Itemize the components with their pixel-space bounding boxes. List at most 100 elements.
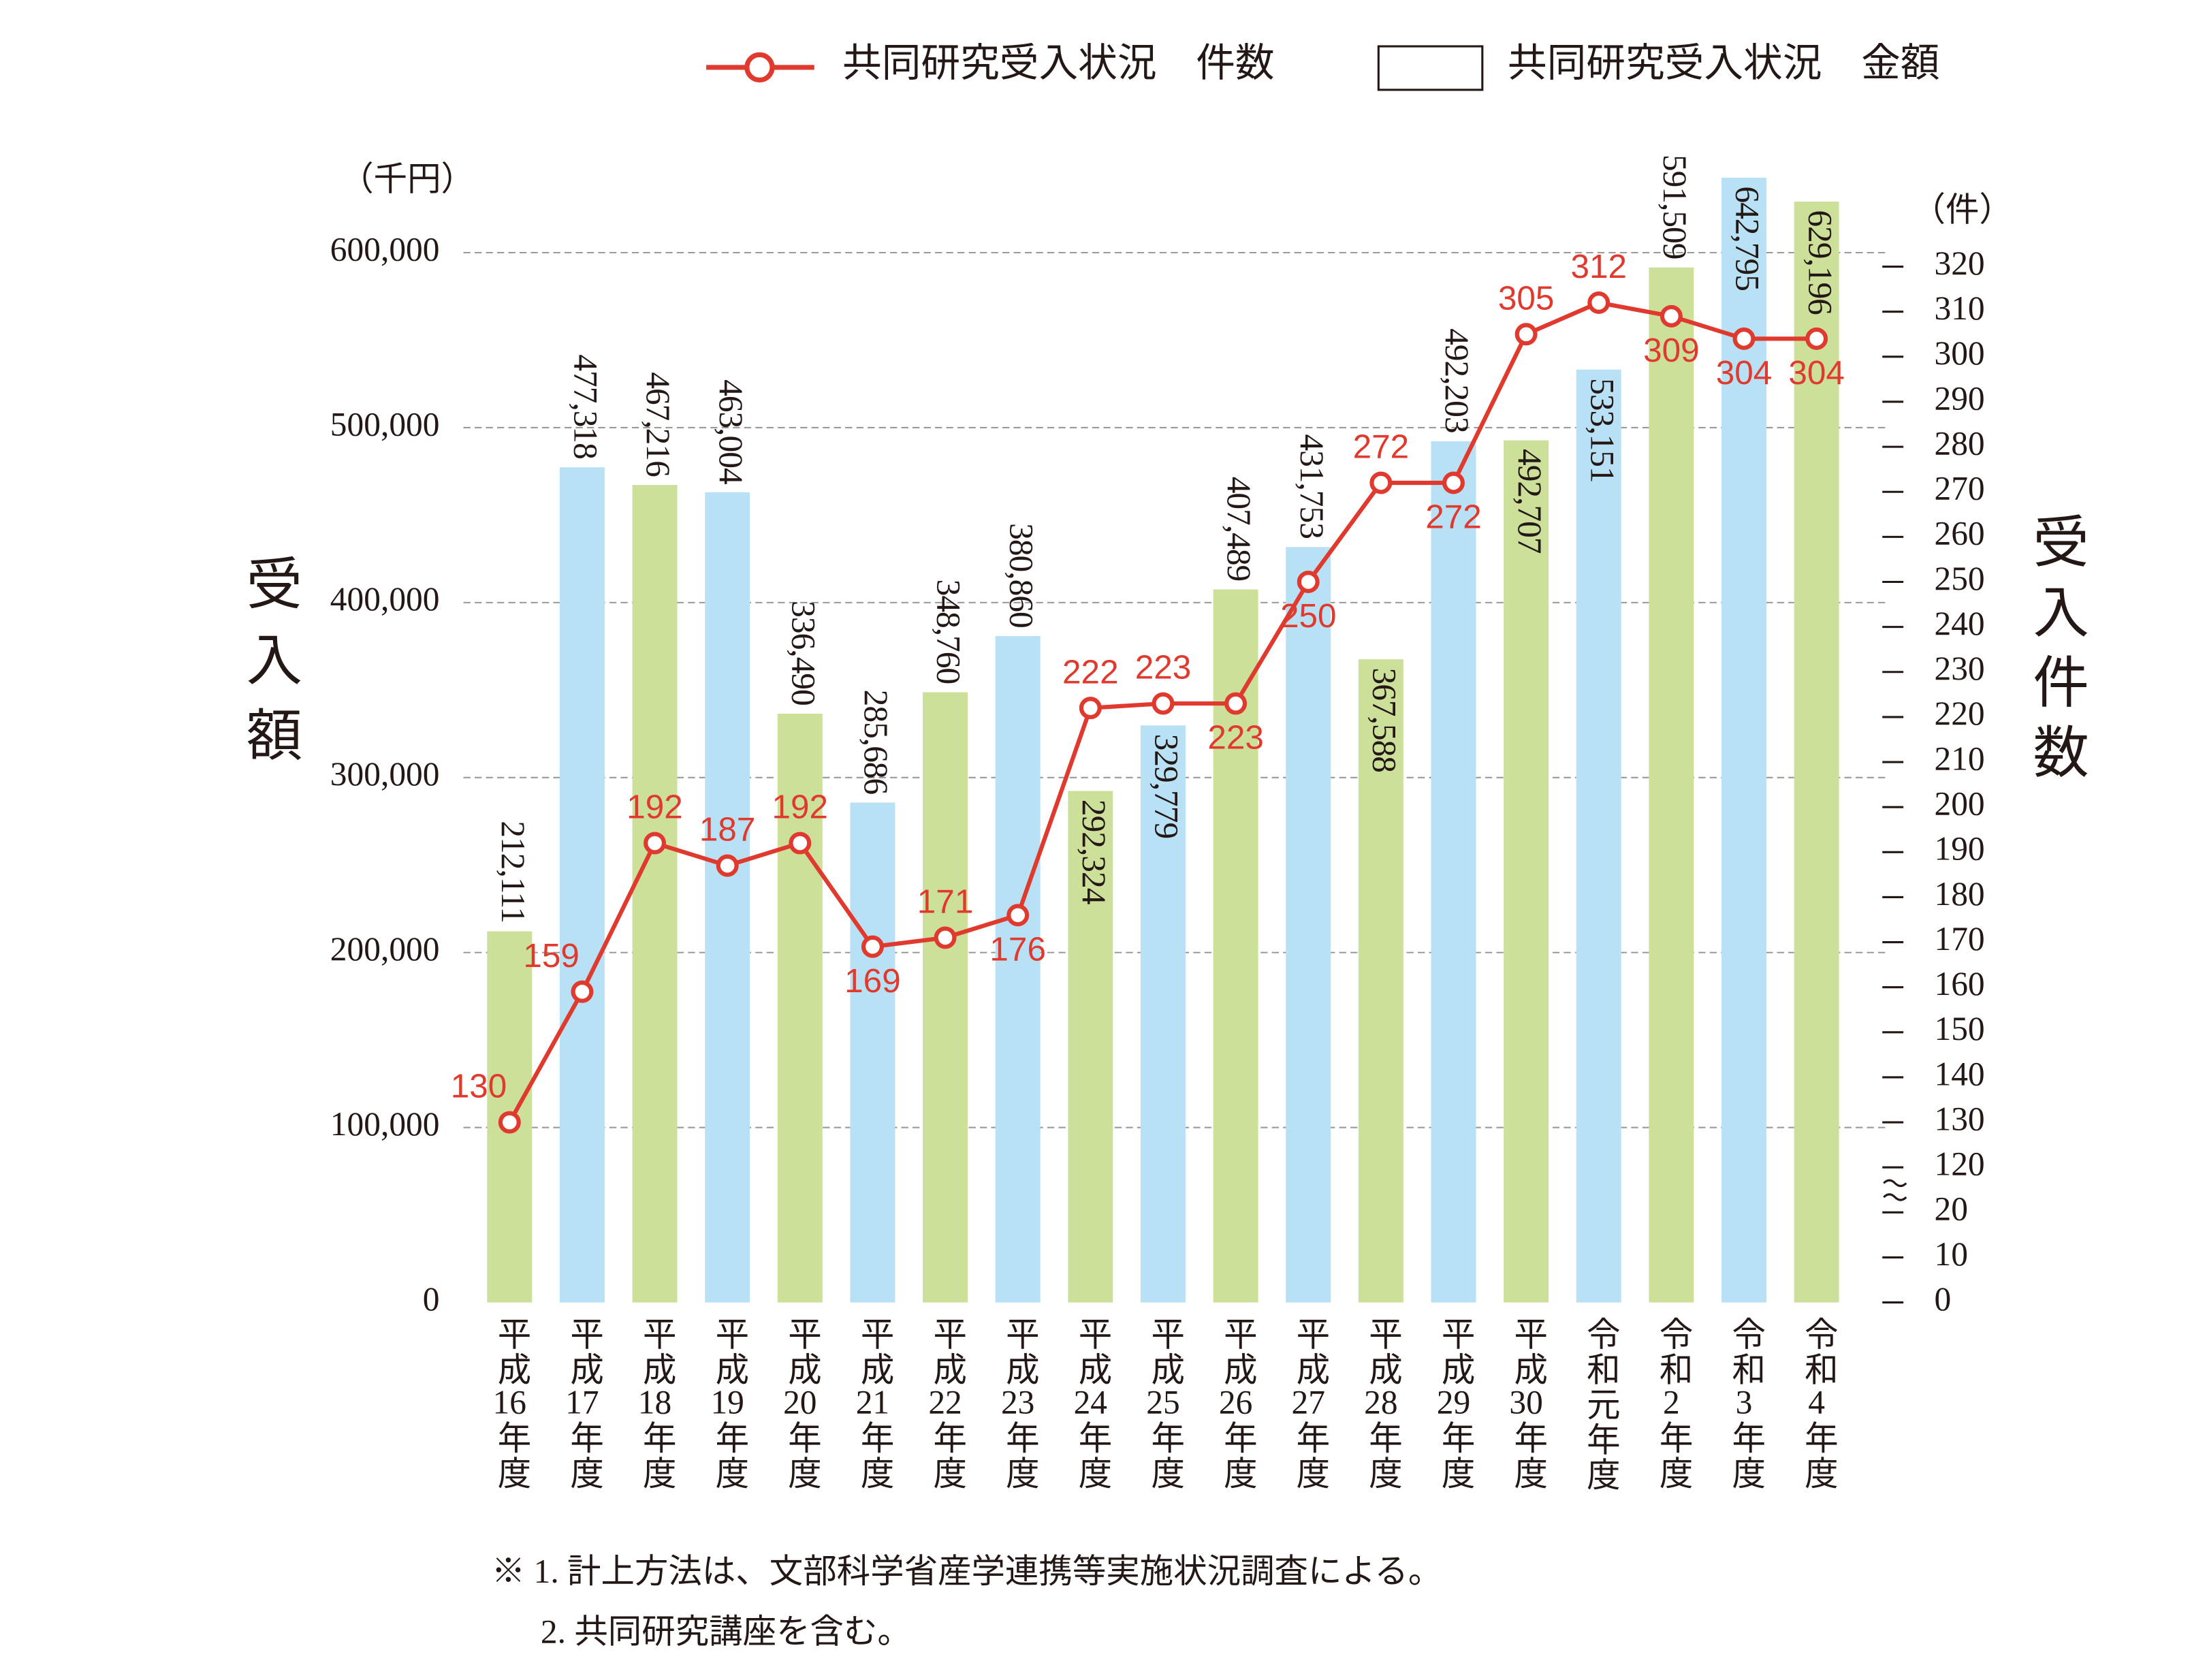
bar xyxy=(1576,369,1621,1303)
y2-tick-label: 240 xyxy=(1934,605,1984,642)
line-marker xyxy=(934,926,957,949)
x-tick-label: 平成21年度 xyxy=(854,1316,891,1491)
point-label: 159 xyxy=(523,937,580,974)
x-tick-label: 令和元年度 xyxy=(1580,1316,1617,1492)
point-label: 312 xyxy=(1570,248,1627,285)
line-marker xyxy=(1224,692,1248,715)
bar-value-label: 642,795 xyxy=(1729,186,1766,291)
bar xyxy=(559,467,605,1303)
x-tick-label-box: 平成22年度 xyxy=(927,1316,964,1491)
line-marker xyxy=(861,935,884,958)
bar xyxy=(632,485,678,1303)
x-tick-label: 平成16年度 xyxy=(491,1316,528,1491)
y2-tick-label: 290 xyxy=(1934,379,1984,417)
note: ※ 1. 計上方法は、文部科学省産学連携等実施状況調査による。 xyxy=(492,1553,1442,1590)
y2-tick-label: 310 xyxy=(1934,289,1984,327)
y-unit: （千円） xyxy=(340,160,475,197)
y-tick-label: 400,000 xyxy=(330,580,440,618)
line-marker xyxy=(789,831,812,855)
line-marker xyxy=(1369,471,1393,494)
line-marker xyxy=(1514,323,1538,346)
point-label: 192 xyxy=(772,789,829,826)
point-label: 192 xyxy=(626,789,683,826)
y2-tick-label: 130 xyxy=(1934,1100,1984,1137)
y2-tick-label: 210 xyxy=(1934,740,1984,777)
x-tick-label: 平成22年度 xyxy=(927,1316,964,1491)
bar xyxy=(1068,791,1113,1303)
line-marker xyxy=(1442,471,1465,494)
y2-tick-label: 20 xyxy=(1934,1190,1967,1228)
y2-tick-label: 300 xyxy=(1934,334,1984,372)
x-tick-label: 平成17年度 xyxy=(564,1316,601,1491)
bar-value-label: 348,760 xyxy=(930,580,968,684)
y2-tick-label: 180 xyxy=(1934,875,1984,913)
line-marker xyxy=(1152,692,1175,715)
y2-axis-label: 受入件数 xyxy=(2025,512,2088,793)
x-tick-label-box: 平成21年度 xyxy=(854,1316,891,1491)
bar-value-label: 492,203 xyxy=(1438,328,1476,433)
point-label: 176 xyxy=(989,931,1046,968)
line-marker xyxy=(1079,697,1102,720)
bar-value-label: 492,707 xyxy=(1511,449,1549,554)
x-tick-label: 平成24年度 xyxy=(1072,1316,1109,1491)
x-tick-label-box: 平成24年度 xyxy=(1072,1316,1109,1491)
x-tick-label: 令和4年度 xyxy=(1798,1316,1835,1491)
y2-tick-label: 190 xyxy=(1934,830,1984,868)
x-tick-label: 平成30年度 xyxy=(1508,1316,1544,1491)
y2-tick-label: 140 xyxy=(1934,1055,1984,1092)
x-tick-label-box: 平成30年度 xyxy=(1508,1316,1544,1491)
x-tick-label: 平成28年度 xyxy=(1363,1316,1399,1491)
point-label: 305 xyxy=(1498,279,1555,317)
y-tick-label: 300,000 xyxy=(330,755,440,793)
x-tick-label: 平成26年度 xyxy=(1217,1316,1254,1491)
note: 2. 共同研究講座を含む。 xyxy=(541,1613,911,1650)
point-label: 250 xyxy=(1280,597,1337,635)
x-tick-label-box: 平成27年度 xyxy=(1290,1316,1327,1491)
line-marker xyxy=(1006,904,1030,927)
x-tick-label-box: 平成28年度 xyxy=(1363,1316,1399,1491)
y2-tick-label: 220 xyxy=(1934,695,1984,732)
bar xyxy=(1431,441,1476,1303)
x-tick-label: 平成25年度 xyxy=(1145,1316,1181,1491)
legend-label: 共同研究受入状況 件数 xyxy=(842,42,1275,85)
x-tick-label-box: 平成20年度 xyxy=(782,1316,819,1491)
y2-unit: （件） xyxy=(1912,191,2013,229)
bar xyxy=(777,714,823,1303)
point-label: 309 xyxy=(1643,332,1700,369)
y-tick-label: 200,000 xyxy=(330,930,440,968)
y-tick-label: 600,000 xyxy=(330,230,440,268)
y2-tick-label: 150 xyxy=(1934,1010,1984,1047)
point-label: 272 xyxy=(1425,498,1482,536)
bar-value-label: 336,490 xyxy=(784,601,822,706)
bar xyxy=(1649,267,1694,1303)
line-marker xyxy=(571,980,594,1003)
x-tick-label-box: 平成17年度 xyxy=(564,1316,601,1491)
y-axis-label: 受入額 xyxy=(238,554,302,782)
bar xyxy=(1286,547,1331,1303)
bar xyxy=(1140,725,1186,1303)
line-marker xyxy=(716,854,739,877)
line-marker xyxy=(1660,304,1683,328)
point-label: 187 xyxy=(699,811,756,849)
x-tick-label: 平成27年度 xyxy=(1290,1316,1327,1491)
y-tick-label: 500,000 xyxy=(330,405,440,443)
point-label: 223 xyxy=(1135,649,1192,686)
x-tick-label-box: 平成18年度 xyxy=(637,1316,673,1491)
line-marker xyxy=(1587,291,1610,314)
bar xyxy=(923,692,968,1303)
bar-value-label: 292,324 xyxy=(1075,799,1113,904)
bar-value-label: 380,860 xyxy=(1002,523,1040,628)
bar-value-label: 463,004 xyxy=(712,379,750,484)
bar xyxy=(705,492,750,1303)
axis-break xyxy=(1883,1179,1907,1201)
bar-value-label: 477,318 xyxy=(567,354,605,459)
x-tick-label-box: 令和元年度 xyxy=(1580,1316,1617,1492)
y2-tick-label: 170 xyxy=(1934,920,1984,957)
y2-tick-label: 120 xyxy=(1934,1145,1984,1183)
x-tick-label-box: 令和4年度 xyxy=(1798,1316,1835,1491)
y2-tick-label: 0 xyxy=(1934,1280,1951,1318)
x-tick-label: 令和2年度 xyxy=(1653,1316,1690,1491)
x-tick-label: 平成19年度 xyxy=(709,1316,746,1491)
point-label: 222 xyxy=(1062,653,1119,691)
